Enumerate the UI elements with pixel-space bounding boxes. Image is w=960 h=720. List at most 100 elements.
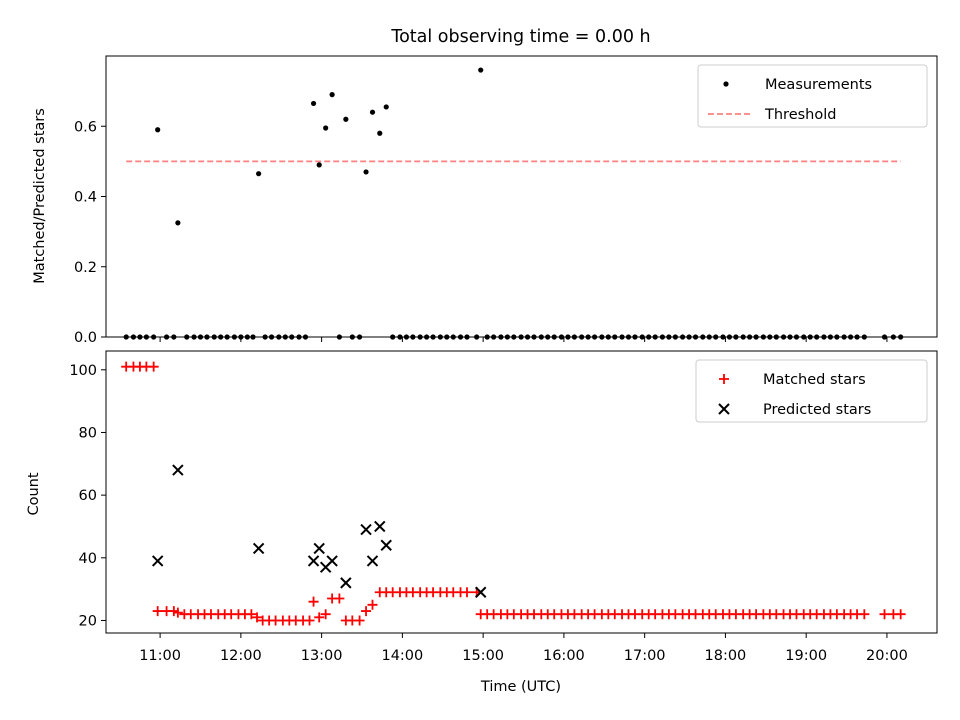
measurement-point (793, 334, 800, 340)
measurement-point (511, 334, 517, 340)
predicted-star-marker (151, 555, 164, 567)
measurement-point (524, 334, 531, 340)
measurement-point (349, 334, 355, 340)
measurement-point (807, 334, 813, 340)
matched-star-marker (252, 612, 263, 623)
legend-box (697, 64, 928, 128)
measurement-point (184, 334, 190, 340)
measurement-point (356, 334, 363, 340)
measurement-point (740, 334, 746, 340)
x-axis-label: Time (UTC) (480, 679, 561, 695)
measurement-point (474, 334, 480, 340)
measurement-point (302, 334, 309, 340)
measurement-point (256, 171, 262, 177)
measurement-point (383, 104, 389, 110)
measurement-point (591, 334, 598, 340)
measurement-point (713, 334, 719, 340)
x-tick-label: 18:00 (705, 648, 747, 664)
measurement-point (834, 334, 840, 340)
legend-label: Threshold (764, 107, 836, 123)
measurement-point (191, 334, 197, 340)
ratio-panel: 0.0 0.2 0.4 0.6 Measurements Threshold (74, 55, 938, 346)
measurement-point (282, 334, 288, 340)
x-tick-label: 12:00 (220, 648, 262, 664)
measurement-point (531, 334, 537, 340)
measurement-point (579, 334, 585, 340)
measurement-point (753, 334, 759, 340)
measurement-point (821, 334, 827, 340)
chart-title: Total observing time = 0.00 h (390, 27, 650, 47)
measurement-point (773, 334, 779, 340)
measurement-point (551, 334, 557, 340)
measurement-point (310, 100, 317, 107)
matched-star-marker (172, 607, 183, 618)
matched-star-marker (320, 609, 331, 620)
measurement-point (424, 334, 430, 340)
matched-star-marker (354, 615, 365, 626)
measurement-point (801, 334, 807, 340)
matched-star-marker (334, 593, 345, 604)
measurement-point (720, 334, 726, 340)
measurement-point (646, 334, 652, 340)
measurement-point (262, 334, 268, 340)
measurement-point (336, 334, 342, 340)
legend-label: Measurements (765, 77, 872, 93)
measurement-point (296, 334, 302, 340)
matched-star-marker (246, 609, 257, 620)
measurement-point (780, 334, 787, 340)
legend-marker-measurements (723, 81, 729, 87)
measurement-point (397, 334, 403, 340)
matched-star-marker (879, 609, 890, 620)
measurement-point (504, 334, 510, 340)
x-tick-label: 20:00 (866, 648, 908, 664)
measurement-point (171, 334, 177, 340)
x-tick-label: 16:00 (543, 648, 585, 664)
measurement-point (464, 334, 470, 340)
measurement-point (231, 334, 238, 340)
y-tick-label: 60 (79, 488, 97, 504)
y-tick-label: 0.6 (74, 119, 97, 135)
measurement-point (450, 334, 456, 340)
measurement-point (316, 162, 322, 168)
measurement-point (847, 334, 854, 340)
measurement-point (224, 334, 230, 340)
measurement-point (151, 334, 157, 340)
measurement-point (726, 334, 733, 340)
predicted-star-marker (366, 555, 379, 567)
measurement-point (706, 334, 712, 340)
measurement-point (244, 334, 250, 340)
x-tick-label: 19:00 (785, 648, 827, 664)
x-tick-label: 15:00 (462, 648, 504, 664)
measurement-point (444, 334, 450, 340)
y-tick-label: 0.4 (74, 190, 97, 206)
measurement-point (137, 334, 143, 340)
measurement-point (498, 334, 504, 340)
measurement-point (558, 334, 565, 340)
x-tick-label: 11:00 (139, 648, 181, 664)
measurement-point (619, 334, 625, 340)
predicted-star-marker (374, 520, 386, 533)
measurement-point (827, 334, 833, 340)
measurement-point (268, 334, 275, 340)
legend-label: Predicted stars (763, 402, 871, 418)
measurement-point (369, 109, 376, 115)
measurement-point (760, 334, 766, 340)
measurement-point (605, 334, 611, 340)
x-tick-label: 13:00 (301, 648, 343, 664)
measurement-point (211, 334, 217, 340)
measurement-point (632, 334, 638, 340)
measurement-point (329, 92, 335, 98)
measurement-point (130, 334, 137, 340)
y-tick-label: 40 (79, 551, 97, 567)
measurement-point (175, 220, 181, 226)
measurement-point (841, 334, 847, 340)
measurement-point (680, 334, 686, 340)
predicted-star-marker (252, 542, 265, 555)
measurement-point (659, 334, 666, 340)
measurement-point (599, 334, 605, 340)
y-tick-label: 0.0 (74, 330, 97, 346)
measurement-point (814, 334, 820, 340)
measurement-point (437, 334, 443, 340)
axes-frame (105, 350, 938, 634)
